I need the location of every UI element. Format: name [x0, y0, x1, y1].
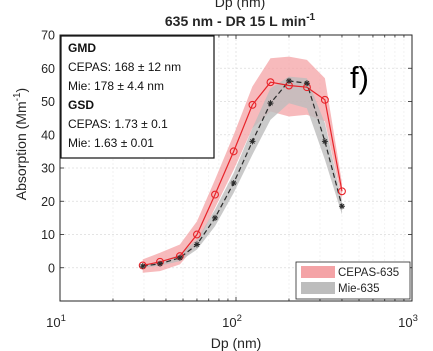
- y-tick-label: 10: [41, 228, 55, 242]
- chart-title: 635 nm - DR 15 L min-1: [165, 12, 316, 29]
- point-cepas-635: [211, 190, 219, 199]
- point-mie-635: [303, 80, 310, 87]
- x-tick-label: 101: [46, 313, 66, 330]
- point-mie-635: [212, 214, 219, 221]
- y-axis-label-suffix: ): [13, 88, 29, 93]
- gmd-heading: GMD: [68, 41, 96, 55]
- y-tick-label: 30: [41, 162, 55, 176]
- legend-label-cepas: CEPAS-635: [338, 267, 399, 279]
- line-mie-635: [142, 80, 343, 267]
- panel-letter: f): [350, 60, 369, 95]
- point-cepas-635: [266, 78, 275, 87]
- point-mie-635: [321, 138, 328, 145]
- x-tick-label: 103: [398, 313, 418, 330]
- y-axis-label-superscript: -1: [12, 92, 23, 101]
- point-cepas-635: [248, 100, 257, 109]
- x-tick-label: 102: [222, 313, 242, 330]
- point-cepas-635: [338, 187, 346, 196]
- uncertainty-bands: [142, 56, 342, 273]
- y-tick-label: 60: [41, 62, 55, 76]
- legend-label-mie: Mie-635: [338, 283, 380, 295]
- y-tick-label: 20: [41, 195, 55, 209]
- y-tick-label: 40: [41, 128, 55, 142]
- point-cepas-635: [229, 147, 238, 156]
- chart-title-superscript: -1: [306, 12, 315, 23]
- y-tick-label: 50: [41, 95, 55, 109]
- point-mie-635: [230, 179, 237, 186]
- gmd-cepas: CEPAS: 168 ± 12 nm: [68, 60, 181, 74]
- point-mie-635: [267, 100, 274, 107]
- gmd-mie: Mie: 178 ± 4.4 nm: [68, 79, 164, 93]
- chart-title-main: 635 nm - DR 15 L min: [165, 13, 306, 29]
- y-axis-label-main: Absorption (Mm: [13, 101, 29, 200]
- gsd-cepas: CEPAS: 1.73 ± 0.1: [68, 117, 168, 131]
- point-mie-635: [139, 263, 146, 270]
- annotation-box: GMD CEPAS: 168 ± 12 nm Mie: 178 ± 4.4 nm…: [60, 35, 215, 159]
- y-tick-label: 70: [41, 29, 55, 43]
- y-tick-label: 0: [48, 261, 55, 275]
- point-mie-635: [249, 138, 256, 145]
- point-mie-635: [285, 77, 292, 84]
- series-markers: [138, 77, 346, 270]
- point-mie-635: [176, 254, 183, 261]
- axis-ticks: 0 10 20 30 40 50 60 70 101 102 103: [41, 29, 418, 331]
- point-mie-635: [338, 203, 345, 210]
- x-axis-label: Dp (nm): [211, 335, 262, 351]
- gsd-mie: Mie: 1.63 ± 0.01: [68, 136, 154, 150]
- gsd-heading: GSD: [68, 98, 94, 112]
- point-mie-635: [193, 241, 200, 248]
- top-cut-label: Dp (nm): [215, 0, 266, 10]
- point-cepas-635: [193, 230, 201, 239]
- legend-swatch-mie: [301, 282, 335, 294]
- band-cepas-635: [142, 56, 342, 273]
- point-mie-635: [157, 260, 164, 267]
- y-axis-label: Absorption (Mm-1): [12, 88, 29, 200]
- point-cepas-635: [320, 95, 329, 104]
- legend-swatch-cepas: [301, 266, 335, 278]
- band-mie-635: [142, 76, 342, 268]
- legend: CEPAS-635 Mie-635: [295, 261, 411, 300]
